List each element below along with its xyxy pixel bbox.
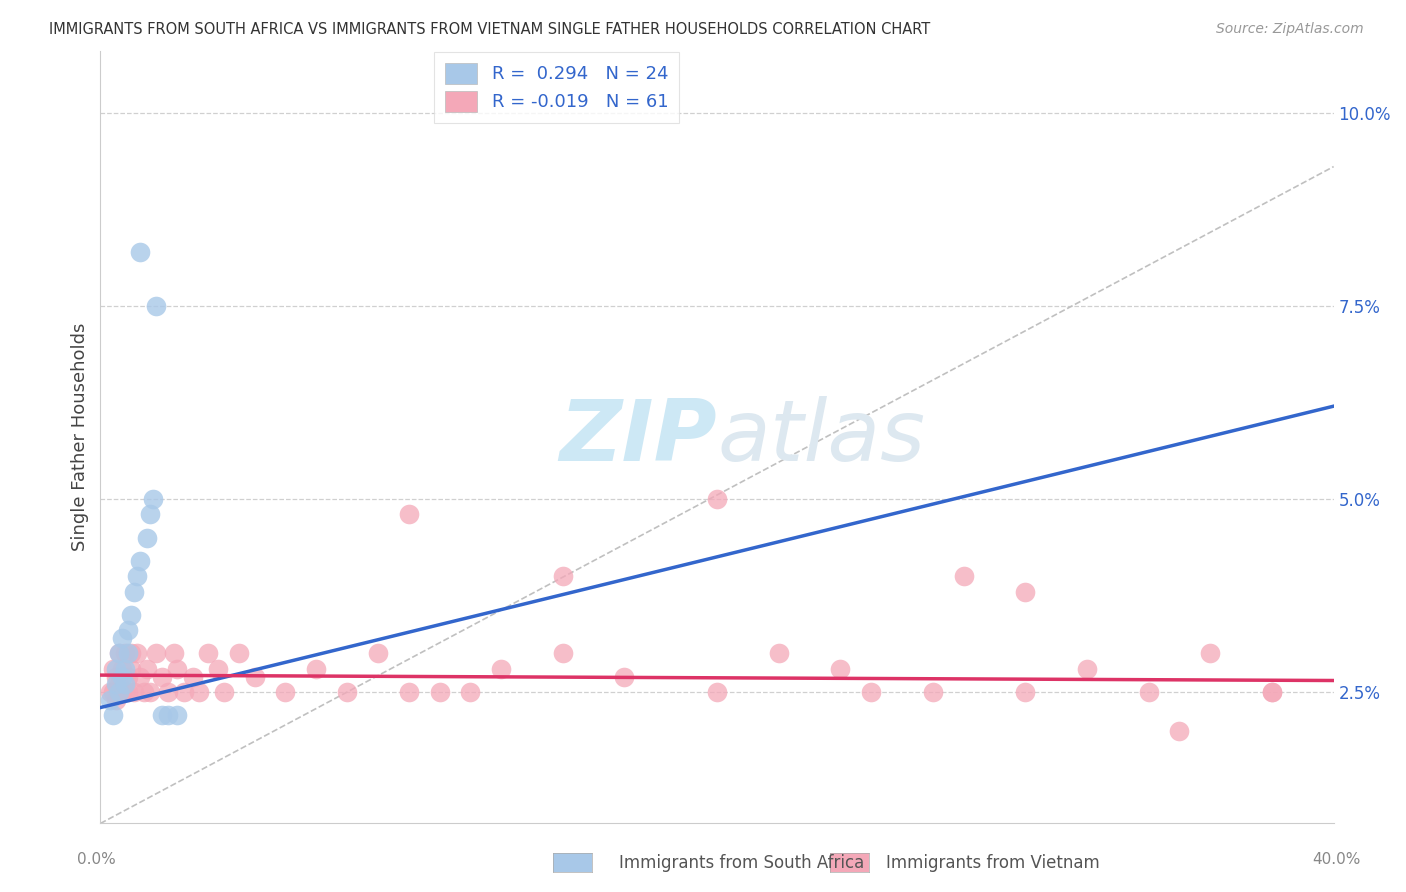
Text: 40.0%: 40.0% (1313, 852, 1361, 867)
Point (706, 685, 728, 699)
Point (1014, 584, 1036, 599)
Text: IMMIGRANTS FROM SOUTH AFRICA VS IMMIGRANTS FROM VIETNAM SINGLE FATHER HOUSEHOLDS: IMMIGRANTS FROM SOUTH AFRICA VS IMMIGRAN… (49, 22, 931, 37)
Point (1199, 647, 1222, 661)
Point (207, 662, 229, 676)
Point (135, 531, 157, 545)
Point (132, 685, 155, 699)
Point (952, 569, 974, 583)
Text: atlas: atlas (717, 395, 925, 479)
Legend: R =  0.294   N = 24, R = -0.019   N = 61: R = 0.294 N = 24, R = -0.019 N = 61 (434, 52, 679, 122)
Point (98, 685, 121, 699)
Point (104, 670, 127, 684)
Point (243, 670, 266, 684)
Point (111, 670, 134, 684)
Point (429, 685, 451, 699)
Point (551, 647, 574, 661)
Point (114, 647, 136, 661)
Point (1261, 685, 1284, 699)
Point (104, 693, 127, 707)
Point (336, 685, 359, 699)
Point (305, 662, 328, 676)
Point (129, 670, 152, 684)
Text: Source: ZipAtlas.com: Source: ZipAtlas.com (1216, 22, 1364, 37)
Point (706, 491, 728, 506)
Point (460, 685, 482, 699)
Point (921, 685, 943, 699)
Point (108, 685, 131, 699)
Point (114, 662, 136, 676)
Point (138, 508, 160, 522)
Point (135, 662, 157, 676)
Y-axis label: Single Father Households: Single Father Households (72, 323, 89, 551)
Point (108, 677, 131, 691)
Point (150, 670, 173, 684)
Point (120, 647, 142, 661)
Point (120, 662, 142, 676)
Point (398, 508, 420, 522)
Point (117, 685, 139, 699)
Point (117, 647, 139, 661)
Text: Immigrants from South Africa: Immigrants from South Africa (619, 855, 863, 872)
Text: 0.0%: 0.0% (77, 852, 117, 867)
Point (101, 662, 124, 676)
Point (108, 647, 131, 661)
Point (768, 647, 790, 661)
Text: ZIP: ZIP (560, 395, 717, 479)
Point (188, 685, 211, 699)
Point (127, 647, 149, 661)
Point (228, 647, 250, 661)
Point (111, 662, 134, 676)
Point (142, 491, 165, 506)
Point (1137, 685, 1160, 699)
Point (129, 554, 152, 568)
Point (163, 647, 186, 661)
Point (157, 685, 180, 699)
Point (1261, 685, 1284, 699)
Point (367, 647, 389, 661)
Point (166, 708, 188, 723)
Point (150, 708, 173, 723)
Point (173, 685, 195, 699)
Point (860, 685, 883, 699)
Point (138, 685, 160, 699)
Point (830, 662, 852, 676)
Point (120, 607, 142, 622)
Point (613, 670, 636, 684)
Point (114, 677, 136, 691)
Point (551, 569, 574, 583)
Point (1168, 723, 1191, 738)
Point (104, 662, 127, 676)
Point (117, 624, 139, 638)
Point (129, 244, 152, 259)
Point (1076, 662, 1098, 676)
Point (108, 647, 131, 661)
Point (145, 299, 167, 313)
Point (104, 677, 127, 691)
Point (122, 584, 145, 599)
Point (212, 685, 235, 699)
Point (145, 647, 167, 661)
Point (101, 708, 124, 723)
Point (122, 685, 145, 699)
Point (98, 693, 121, 707)
Point (117, 670, 139, 684)
Point (127, 569, 149, 583)
Point (197, 647, 219, 661)
Point (489, 662, 512, 676)
Point (111, 631, 134, 645)
Point (398, 685, 420, 699)
Text: Immigrants from Vietnam: Immigrants from Vietnam (886, 855, 1099, 872)
Point (181, 670, 204, 684)
Point (166, 662, 188, 676)
Point (157, 708, 180, 723)
Point (1014, 685, 1036, 699)
Point (111, 685, 134, 699)
Point (101, 685, 124, 699)
Point (114, 685, 136, 699)
Point (274, 685, 297, 699)
